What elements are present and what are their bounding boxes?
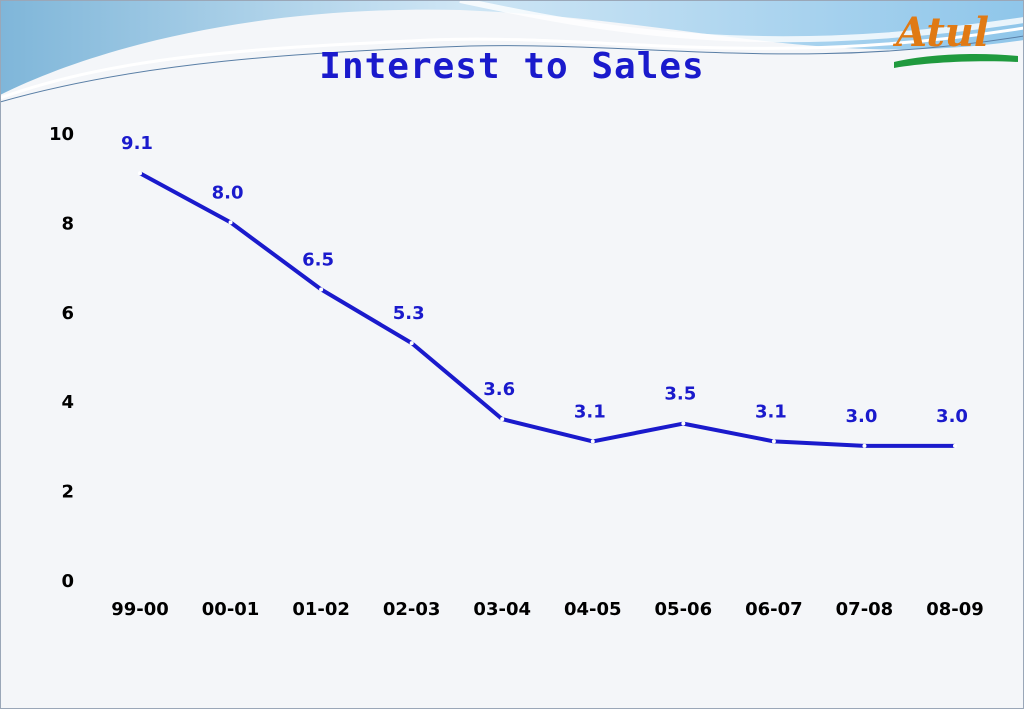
y-tick-label: 6	[61, 303, 74, 324]
data-point	[862, 443, 867, 448]
x-tick-label: 02-03	[383, 599, 441, 620]
chart-title: Interest to Sales	[319, 46, 705, 87]
data-point	[681, 421, 686, 426]
series-line	[139, 171, 955, 448]
x-tick-label: 06-07	[745, 599, 803, 620]
data-label: 3.5	[664, 384, 696, 405]
data-label: 3.1	[755, 401, 787, 422]
atul-logo: Atul	[892, 9, 1018, 68]
data-label: 6.5	[302, 249, 334, 270]
y-tick-label: 8	[61, 213, 74, 234]
data-point	[409, 341, 414, 346]
x-tick-label: 04-05	[564, 599, 622, 620]
logo-text: Atul	[892, 9, 989, 56]
x-axis: 99-00 00-01 01-02 02-03 03-04 04-05 05-06 06-07…	[111, 599, 984, 620]
data-point	[319, 287, 324, 292]
data-label: 9.1	[121, 133, 153, 154]
data-point	[771, 439, 776, 444]
x-tick-label: 05-06	[655, 599, 713, 620]
data-labels: 9.1 8.0 6.5 5.3 3.6 3.1 3.5 3.1 3.0 3.0	[121, 133, 968, 427]
x-tick-label: 08-09	[926, 599, 984, 620]
data-label: 8.0	[212, 182, 244, 203]
x-tick-label: 03-04	[473, 599, 531, 620]
y-tick-label: 2	[61, 482, 74, 503]
data-label: 3.0	[936, 406, 968, 427]
y-tick-label: 0	[61, 571, 74, 592]
data-point	[500, 417, 505, 422]
data-point	[228, 220, 233, 225]
x-tick-label: 99-00	[111, 599, 169, 620]
series-group	[138, 171, 957, 448]
y-axis: 0 2 4 6 8 10	[49, 124, 74, 592]
data-label: 3.6	[483, 379, 515, 400]
data-label: 3.0	[845, 406, 877, 427]
x-tick-label: 01-02	[292, 599, 350, 620]
data-label: 3.1	[574, 401, 606, 422]
x-tick-label: 00-01	[202, 599, 260, 620]
data-label: 5.3	[393, 303, 425, 324]
header-banner	[0, 0, 1024, 103]
y-tick-label: 4	[61, 392, 74, 413]
y-tick-label: 10	[49, 124, 74, 145]
data-point	[138, 171, 142, 176]
data-point	[590, 439, 595, 444]
x-tick-label: 07-08	[836, 599, 894, 620]
data-point	[953, 443, 957, 448]
